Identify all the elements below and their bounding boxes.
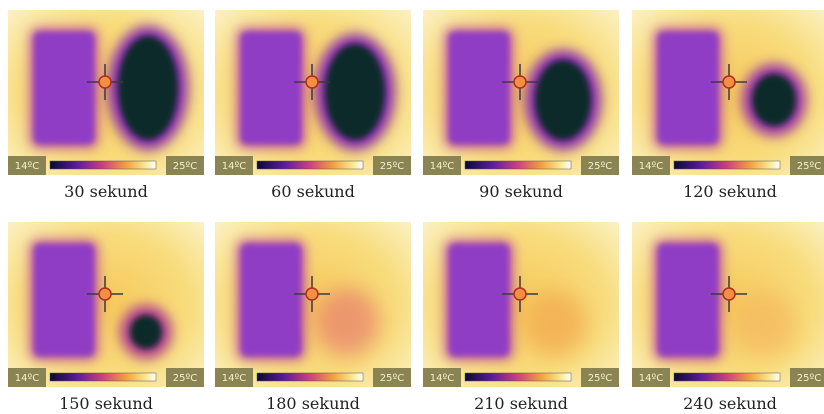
caption: 180 sekund xyxy=(266,394,360,413)
crosshair-center xyxy=(723,288,735,300)
crosshair-center xyxy=(306,76,318,88)
scale-max: 25ºC xyxy=(380,373,404,384)
crosshair-center xyxy=(514,76,526,88)
scale-bar xyxy=(674,373,780,381)
panel: 14ºC 25ºC 180 sekund xyxy=(215,222,411,413)
scale-max: 25ºC xyxy=(173,373,197,384)
scale-bar xyxy=(465,161,571,169)
caption: 120 sekund xyxy=(683,182,777,201)
caption: 150 sekund xyxy=(59,394,153,413)
panel: 14ºC 25ºC 120 sekund xyxy=(632,10,824,201)
caption: 210 sekund xyxy=(474,394,568,413)
crosshair-center xyxy=(306,288,318,300)
panel: 14ºC 25ºC 90 sekund xyxy=(423,10,619,201)
thermal-image: 14ºC 25ºC xyxy=(215,222,411,387)
figure: 14ºC 25ºC 30 sekund 14ºC 25ºC 60 sekund 14ºC 25… xyxy=(0,0,824,414)
crosshair-center xyxy=(99,76,111,88)
scale-max: 25ºC xyxy=(588,373,612,384)
scale-bar xyxy=(257,373,363,381)
scale-max: 25ºC xyxy=(797,161,821,172)
object-right xyxy=(535,60,591,140)
scale-max: 25ºC xyxy=(588,161,612,172)
crosshair-center xyxy=(99,288,111,300)
scale-max: 25ºC xyxy=(797,373,821,384)
scale-bar xyxy=(674,161,780,169)
scale-min: 14ºC xyxy=(15,161,39,172)
scale-bar xyxy=(50,373,156,381)
object-right-glow xyxy=(523,292,587,356)
panel: 14ºC 25ºC 60 sekund xyxy=(215,10,411,201)
object-right xyxy=(130,315,162,349)
thermal-image: 14ºC 25ºC xyxy=(632,10,824,175)
object-right-glow xyxy=(732,292,796,356)
scale-bar xyxy=(257,161,363,169)
object-right xyxy=(118,36,178,140)
object-right xyxy=(752,74,796,126)
panel: 14ºC 25ºC 210 sekund xyxy=(423,222,619,413)
scale-min: 14ºC xyxy=(639,373,663,384)
scale-min: 14ºC xyxy=(222,373,246,384)
thermal-image: 14ºC 25ºC xyxy=(8,222,204,387)
thermal-image: 14ºC 25ºC xyxy=(8,10,204,175)
scale-min: 14ºC xyxy=(15,373,39,384)
panel: 14ºC 25ºC 30 sekund xyxy=(8,10,204,201)
panel: 14ºC 25ºC 240 sekund xyxy=(632,222,824,413)
scale-bar xyxy=(465,373,571,381)
object-left xyxy=(449,32,509,144)
thermal-image: 14ºC 25ºC xyxy=(423,10,619,175)
scale-min: 14ºC xyxy=(222,161,246,172)
object-left xyxy=(241,32,301,144)
object-left xyxy=(658,244,718,356)
scale-min: 14ºC xyxy=(430,161,454,172)
thermal-image: 14ºC 25ºC xyxy=(423,222,619,387)
object-left xyxy=(241,244,301,356)
object-left xyxy=(34,244,94,356)
object-right xyxy=(325,44,385,140)
caption: 240 sekund xyxy=(683,394,777,413)
panel: 14ºC 25ºC 150 sekund xyxy=(8,222,204,413)
caption: 30 sekund xyxy=(64,182,148,201)
object-left xyxy=(658,32,718,144)
scale-min: 14ºC xyxy=(430,373,454,384)
caption: 60 sekund xyxy=(271,182,355,201)
scale-max: 25ºC xyxy=(173,161,197,172)
scale-bar xyxy=(50,161,156,169)
object-left xyxy=(34,32,94,144)
scale-min: 14ºC xyxy=(639,161,663,172)
object-right-glow xyxy=(315,288,379,356)
scale-max: 25ºC xyxy=(380,161,404,172)
object-left xyxy=(449,244,509,356)
thermal-image: 14ºC 25ºC xyxy=(215,10,411,175)
crosshair-center xyxy=(723,76,735,88)
caption: 90 sekund xyxy=(479,182,563,201)
crosshair-center xyxy=(514,288,526,300)
thermal-image: 14ºC 25ºC xyxy=(632,222,824,387)
